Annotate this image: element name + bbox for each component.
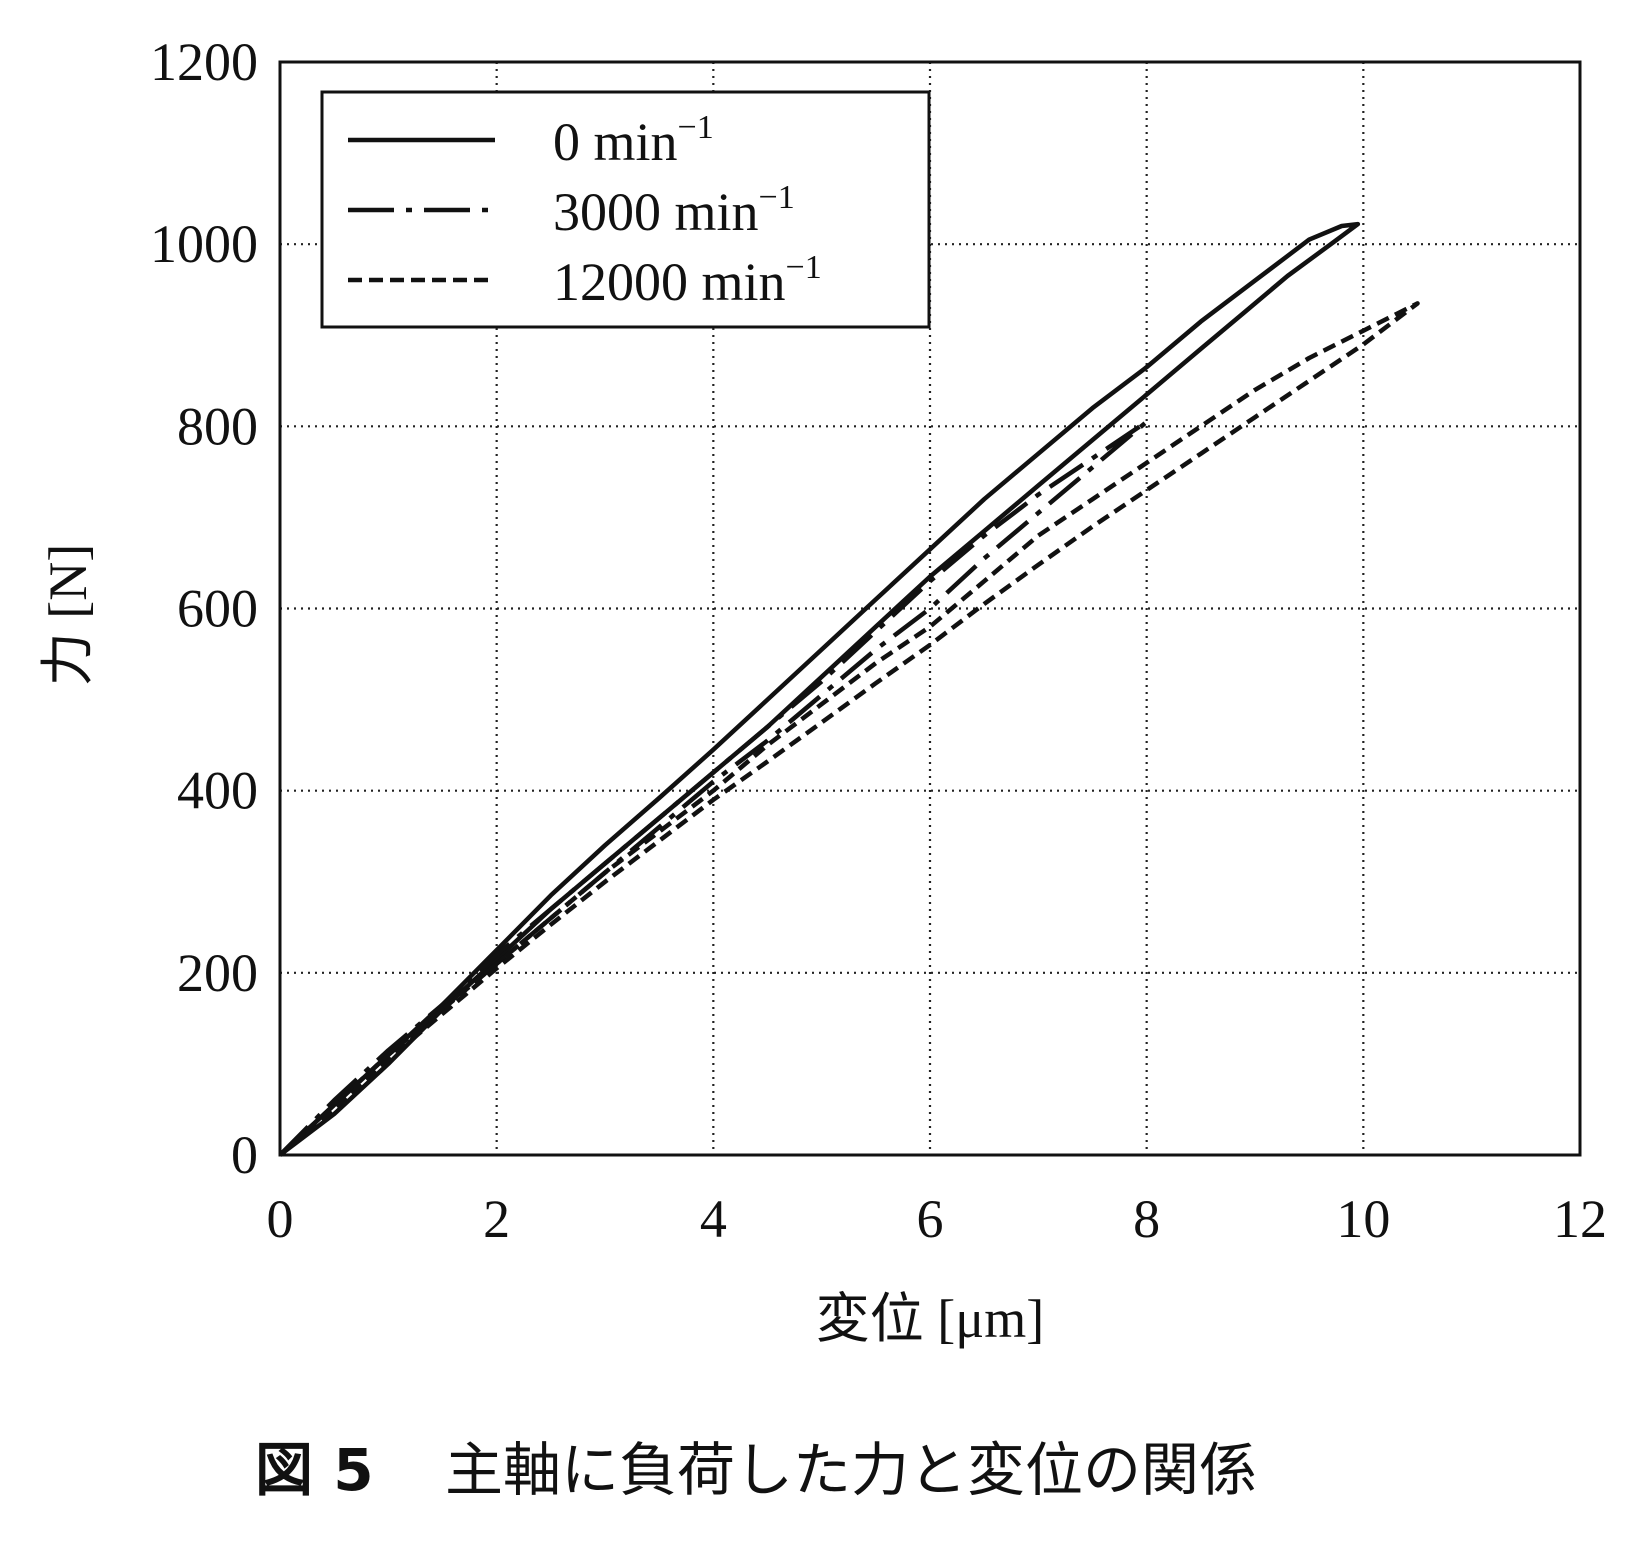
caption-number: 図 5	[255, 1436, 374, 1504]
y-tick-label: 400	[177, 761, 258, 821]
x-tick-labels: 0 2 4 6 8 10 12	[267, 1189, 1608, 1249]
series-line-solid	[278, 221, 1361, 1157]
caption-text: 主軸に負荷した力と変位の関係	[445, 1436, 1257, 1504]
legend-label: 3000 min−1	[553, 179, 795, 242]
x-tick-label: 8	[1133, 1189, 1160, 1249]
y-tick-label: 0	[231, 1125, 258, 1185]
x-tick-label: 0	[267, 1189, 294, 1249]
x-tick-label: 10	[1336, 1189, 1390, 1249]
legend-box	[320, 90, 931, 329]
y-tick-label: 1200	[150, 32, 258, 92]
legend-label: 12000 min−1	[553, 249, 822, 312]
y-tick-label: 200	[177, 943, 258, 1003]
y-axis-label: 力 [N]	[38, 544, 98, 686]
y-tick-labels: 0 200 400 600 800 1000 1200	[150, 32, 258, 1185]
x-tick-label: 4	[700, 1189, 727, 1249]
x-tick-label: 6	[917, 1189, 944, 1249]
figure-caption: 図 5 主軸に負荷した力と変位の関係	[255, 1436, 1257, 1504]
y-tick-label: 1000	[150, 214, 258, 274]
series-group	[278, 221, 1420, 1157]
plot-frame	[278, 60, 1582, 1157]
x-tick-label: 12	[1553, 1189, 1607, 1249]
y-tick-label: 600	[177, 579, 258, 639]
y-tick-label: 800	[177, 396, 258, 456]
legend: 0 min−1 3000 min−1 12000 min−1	[320, 90, 931, 329]
series-line-dashed	[278, 301, 1420, 1157]
legend-label: 0 min−1	[553, 109, 714, 172]
x-tick-label: 2	[483, 1189, 510, 1249]
x-axis-label: 変位 [μm]	[816, 1289, 1044, 1349]
